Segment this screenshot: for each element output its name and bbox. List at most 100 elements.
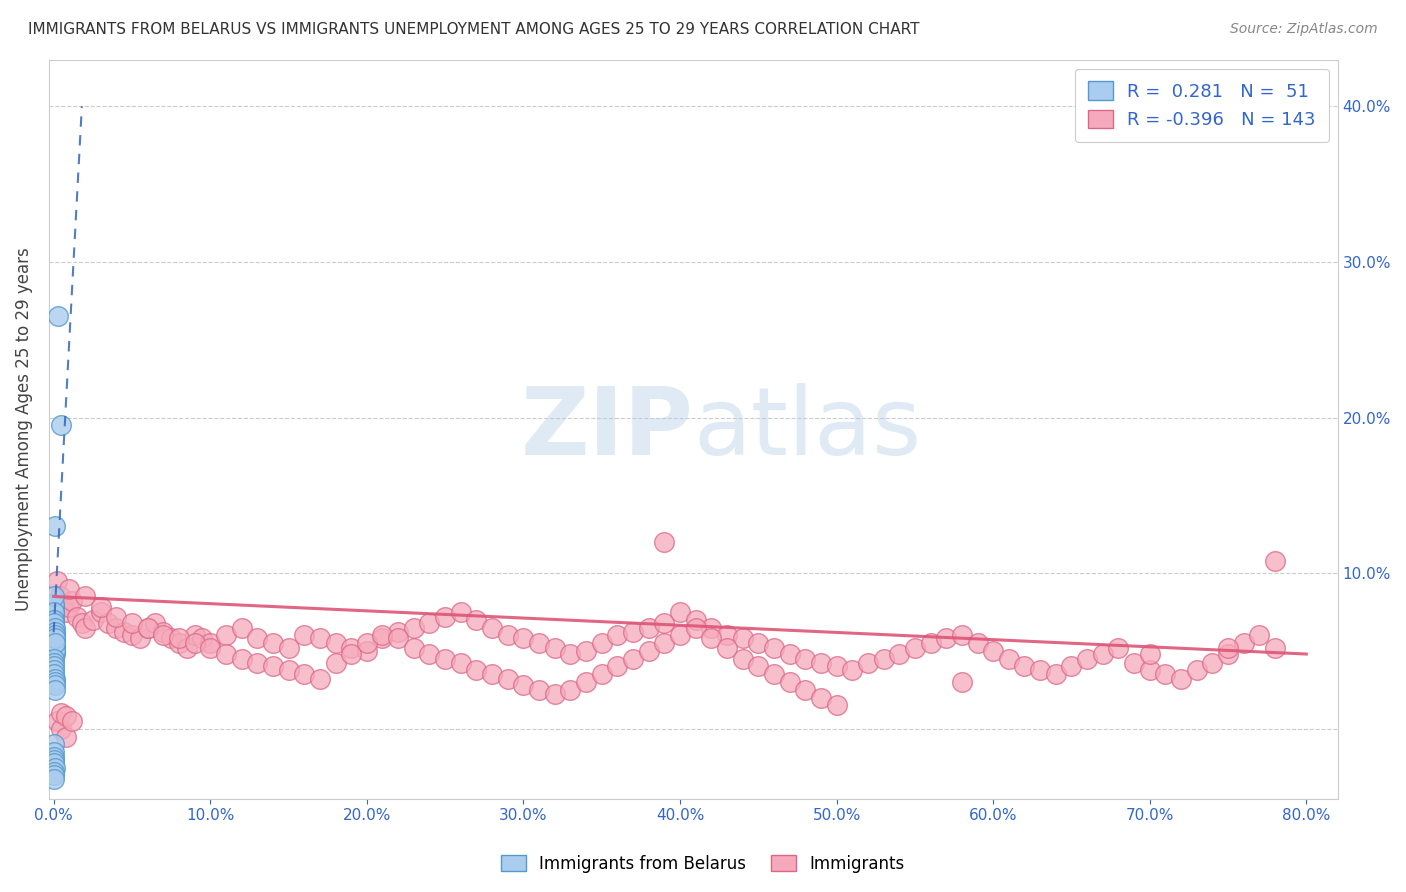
Point <box>685 621 707 635</box>
Point <box>1154 667 1177 681</box>
Point <box>1029 663 1052 677</box>
Point <box>637 621 659 635</box>
Point <box>465 663 488 677</box>
Point <box>779 675 801 690</box>
Point <box>1045 667 1067 681</box>
Point <box>872 651 894 665</box>
Point <box>308 632 330 646</box>
Point <box>920 636 942 650</box>
Point <box>42 590 65 604</box>
Point <box>966 636 988 650</box>
Point <box>73 590 96 604</box>
Point <box>44 749 66 764</box>
Point <box>716 640 738 655</box>
Point <box>128 632 150 646</box>
Point <box>231 651 253 665</box>
Point <box>44 628 66 642</box>
Point <box>51 418 73 433</box>
Point <box>1123 657 1146 671</box>
Point <box>44 632 66 646</box>
Point <box>246 632 269 646</box>
Point <box>1139 647 1161 661</box>
Point <box>716 628 738 642</box>
Point <box>121 628 143 642</box>
Point <box>669 605 692 619</box>
Point <box>44 640 66 655</box>
Point <box>44 663 66 677</box>
Point <box>167 636 190 650</box>
Point <box>779 647 801 661</box>
Point <box>82 613 104 627</box>
Point <box>66 609 89 624</box>
Point <box>70 615 93 630</box>
Point <box>90 605 112 619</box>
Point <box>44 756 66 770</box>
Point <box>183 628 205 642</box>
Point <box>44 753 66 767</box>
Point <box>44 613 66 627</box>
Point <box>42 765 65 780</box>
Point <box>44 636 66 650</box>
Point <box>44 675 66 690</box>
Point <box>145 615 167 630</box>
Point <box>481 667 503 681</box>
Point <box>700 621 723 635</box>
Point <box>560 682 582 697</box>
Point <box>44 761 66 775</box>
Point <box>49 590 72 604</box>
Point <box>55 605 77 619</box>
Point <box>606 659 628 673</box>
Point <box>1076 651 1098 665</box>
Point <box>512 678 534 692</box>
Point <box>44 636 66 650</box>
Point <box>621 651 644 665</box>
Point <box>1216 647 1239 661</box>
Point <box>465 613 488 627</box>
Point <box>700 632 723 646</box>
Point <box>950 628 973 642</box>
Point <box>55 709 77 723</box>
Point <box>44 647 66 661</box>
Point <box>512 632 534 646</box>
Point <box>44 636 66 650</box>
Point <box>44 667 66 681</box>
Point <box>1014 659 1036 673</box>
Point <box>44 624 66 638</box>
Legend: R =  0.281   N =  51, R = -0.396   N = 143: R = 0.281 N = 51, R = -0.396 N = 143 <box>1076 69 1329 142</box>
Point <box>856 657 879 671</box>
Point <box>262 659 284 673</box>
Point <box>731 632 754 646</box>
Text: ZIP: ZIP <box>520 384 693 475</box>
Point <box>58 600 80 615</box>
Point <box>183 636 205 650</box>
Text: Source: ZipAtlas.com: Source: ZipAtlas.com <box>1230 22 1378 37</box>
Point <box>42 657 65 671</box>
Point <box>496 628 519 642</box>
Point <box>544 688 567 702</box>
Point <box>292 628 315 642</box>
Point <box>44 621 66 635</box>
Point <box>215 628 238 642</box>
Point <box>45 714 67 728</box>
Point <box>998 651 1021 665</box>
Point <box>44 644 66 658</box>
Point <box>418 615 440 630</box>
Point <box>575 675 598 690</box>
Point <box>731 651 754 665</box>
Point <box>44 628 66 642</box>
Point <box>371 632 394 646</box>
Point <box>44 636 66 650</box>
Point <box>42 605 65 619</box>
Point <box>1201 657 1223 671</box>
Point <box>340 640 363 655</box>
Point <box>825 659 848 673</box>
Point <box>44 628 66 642</box>
Point <box>176 640 198 655</box>
Point <box>1264 640 1286 655</box>
Point <box>42 737 65 751</box>
Point <box>637 644 659 658</box>
Point <box>402 640 425 655</box>
Point <box>685 613 707 627</box>
Point <box>44 772 66 786</box>
Point <box>981 644 1004 658</box>
